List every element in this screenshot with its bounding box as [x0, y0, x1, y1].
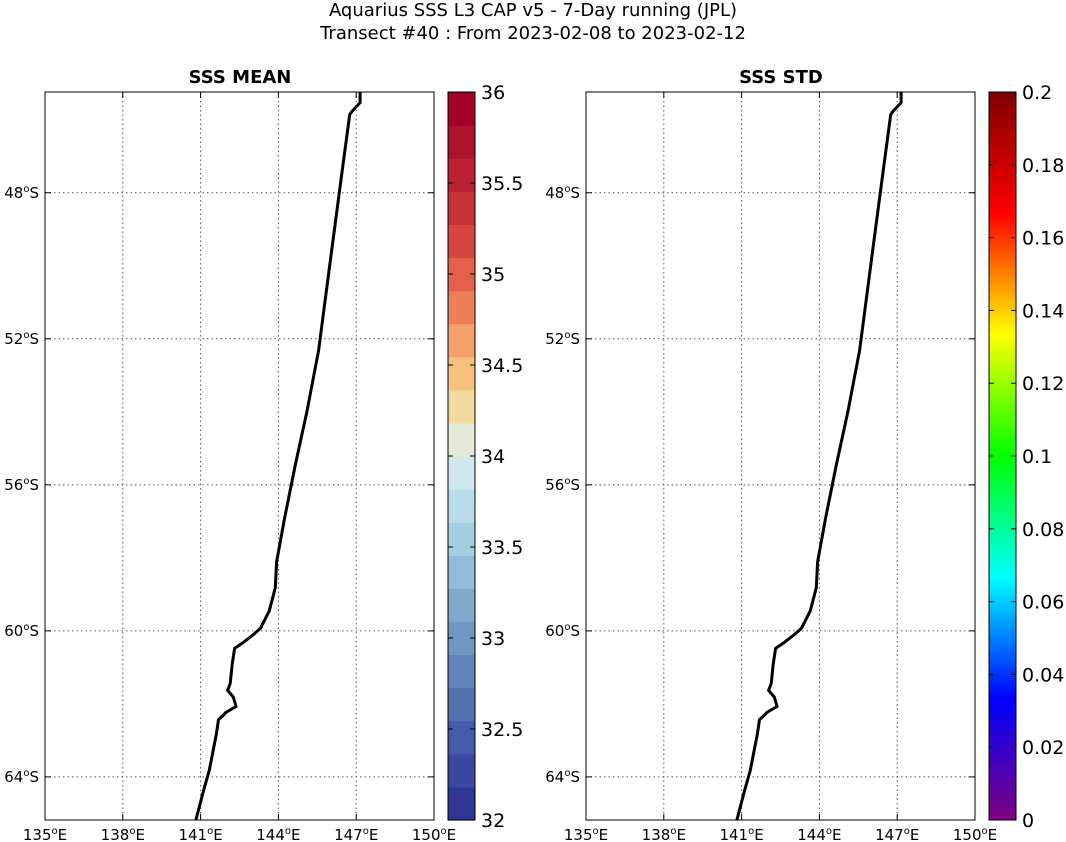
colorbar-level [448, 720, 475, 755]
colorbar-tick-label: 0.18 [1022, 155, 1064, 177]
colorbar-tick-label: 33.5 [481, 537, 523, 559]
x-tick-label: 144oE [256, 826, 300, 842]
transect-line [194, 92, 362, 821]
colorbar-level [448, 687, 475, 722]
x-tick-label: 150oE [953, 826, 997, 842]
x-tick-label: 144oE [797, 826, 841, 842]
colorbar-level [448, 786, 475, 821]
transect-line [735, 92, 903, 821]
colorbar-level [448, 323, 475, 358]
colorbar-level [448, 588, 475, 623]
colorbar-level [448, 224, 475, 259]
colorbar-tick-label: 0.14 [1022, 300, 1064, 322]
colorbar-level [448, 456, 475, 490]
x-tick-label: 138oE [642, 826, 686, 842]
sss-std-title: SSS STD [739, 67, 823, 88]
colorbar-level [448, 389, 475, 424]
colorbar-tick-label: 35.5 [481, 173, 523, 195]
sss-mean-title: SSS MEAN [189, 67, 292, 88]
colorbar-level [448, 753, 475, 788]
colorbar-tick-label: 33 [481, 628, 505, 650]
colorbar-tick-label: 35 [481, 264, 505, 286]
colorbar-tick-label: 0.16 [1022, 228, 1064, 250]
colorbar-tick-label: 0.06 [1022, 592, 1064, 614]
figure-title-line1: Aquarius SSS L3 CAP v5 - 7-Day running (… [329, 0, 737, 21]
colorbar-tick-label: 0.1 [1022, 446, 1052, 468]
colorbar-tick-label: 0.2 [1022, 82, 1052, 104]
map-frame [585, 91, 976, 821]
sss-std-colorbar: 0 0.02 0.04 0.06 0.08 0.1 0.12 0.14 0.16 0.18 0.2 [988, 82, 1064, 832]
colorbar-level [448, 356, 475, 391]
map-frame [44, 91, 435, 821]
sss-mean-colorbar: 32 32.5 33 33.5 34 34.5 35 35.5 36 [447, 82, 523, 832]
x-tick-label: 138oE [101, 826, 145, 842]
colorbar-tick-label: 32.5 [481, 719, 523, 741]
colorbar-level [448, 522, 475, 556]
sss-std-map: 135oE 138oE 141oE 144oE 147oE 150oE 48oS 52oS 56… [545, 91, 997, 842]
x-tick-label: 147oE [334, 826, 378, 842]
colorbar-tick-label: 0.08 [1022, 519, 1064, 541]
figure-title-line2: Transect #40 : From 2023-02-08 to 2023-0… [319, 23, 746, 44]
colorbar-tick-label: 0.12 [1022, 373, 1064, 395]
x-tick-label: 135oE [23, 826, 67, 842]
x-tick-label: 141oE [719, 826, 763, 842]
sss-mean-panel: SSS MEAN 135oE 138oE 141oE 144oE 147oE 150oE 4… [4, 67, 523, 842]
colorbar-level [448, 158, 475, 192]
colorbar-level [448, 125, 475, 159]
y-tick-label: 56oS [4, 476, 39, 494]
colorbar-level [448, 489, 475, 523]
colorbar-tick-label: 0 [1022, 810, 1034, 832]
y-tick-label: 56oS [545, 476, 580, 494]
y-tick-label: 60oS [4, 622, 39, 640]
sss-mean-map: 135oE 138oE 141oE 144oE 147oE 150oE 48oS 52oS 56… [4, 91, 456, 842]
colorbar-level [448, 92, 475, 126]
colorbar-tick-label: 32 [481, 810, 505, 832]
y-tick-label: 52oS [545, 330, 580, 348]
colorbar-level [448, 654, 475, 689]
y-tick-label: 64oS [4, 768, 39, 786]
x-tick-label: 141oE [178, 826, 222, 842]
colorbar-level [448, 422, 475, 457]
y-tick-label: 48oS [545, 184, 580, 202]
y-tick-label: 64oS [545, 768, 580, 786]
x-tick-label: 150oE [412, 826, 456, 842]
x-tick-label: 147oE [875, 826, 919, 842]
x-tick-label: 135oE [564, 826, 608, 842]
y-tick-label: 60oS [545, 622, 580, 640]
y-tick-label: 48oS [4, 184, 39, 202]
colorbar-level [448, 555, 475, 589]
colorbar-tick-label: 36 [481, 82, 505, 104]
sss-std-panel: SSS STD 135oE 138oE 141oE 144oE 147oE 150oE 48… [545, 67, 1064, 842]
y-tick-label: 52oS [4, 330, 39, 348]
colorbar-tick-label: 0.02 [1022, 737, 1064, 759]
colorbar-tick-label: 34 [481, 446, 505, 468]
colorbar-level [448, 290, 475, 325]
colorbar-tick-label: 0.04 [1022, 664, 1064, 686]
colorbar-tick-label: 34.5 [481, 355, 523, 377]
colorbar-level [448, 191, 475, 225]
